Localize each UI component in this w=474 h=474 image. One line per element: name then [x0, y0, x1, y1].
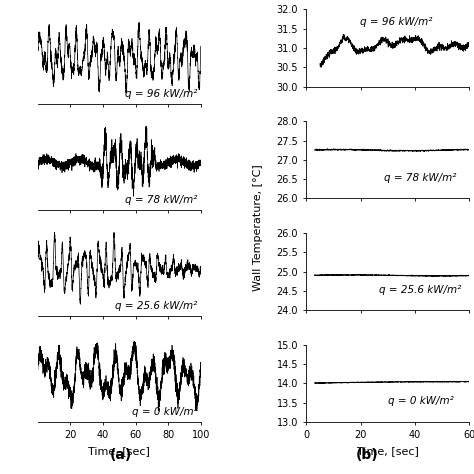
- Text: q = 96 kW/m²: q = 96 kW/m²: [125, 89, 198, 100]
- Text: q = 78 kW/m²: q = 78 kW/m²: [125, 195, 198, 205]
- Text: q = 0 kW/m²: q = 0 kW/m²: [388, 396, 453, 406]
- X-axis label: Time, [sec]: Time, [sec]: [88, 446, 150, 456]
- Text: q = 0 kW/m²: q = 0 kW/m²: [132, 407, 198, 417]
- Text: Wall Temperature, [°C]: Wall Temperature, [°C]: [253, 164, 264, 291]
- Text: q = 96 kW/m²: q = 96 kW/m²: [360, 17, 432, 27]
- X-axis label: Time, [sec]: Time, [sec]: [357, 446, 419, 456]
- Text: (b): (b): [356, 448, 379, 462]
- Text: q = 78 kW/m²: q = 78 kW/m²: [384, 173, 456, 183]
- Text: q = 25.6 kW/m²: q = 25.6 kW/m²: [115, 301, 198, 311]
- Text: (a): (a): [110, 448, 132, 462]
- Text: q = 25.6 kW/m²: q = 25.6 kW/m²: [379, 285, 462, 295]
